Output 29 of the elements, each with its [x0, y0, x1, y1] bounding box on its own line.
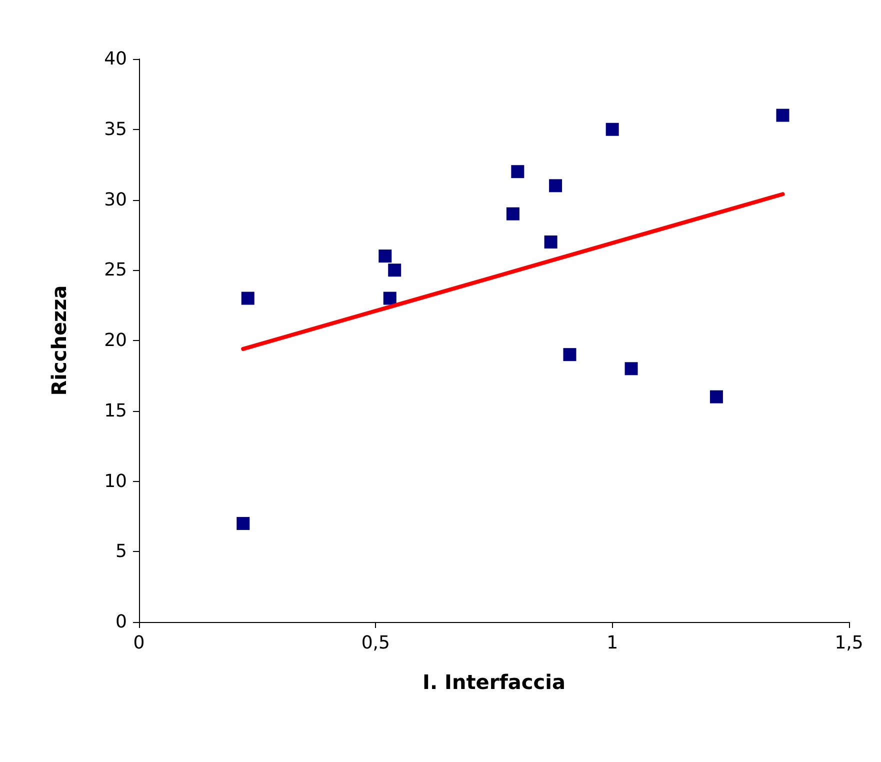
point: [511, 165, 524, 178]
point: [776, 108, 790, 122]
x-tick-label: 1: [606, 632, 618, 654]
point: [383, 292, 396, 305]
point: [544, 235, 558, 248]
x-tick-label: 0,5: [361, 632, 390, 654]
point: [606, 122, 619, 136]
point: [563, 348, 576, 362]
point: [506, 207, 520, 220]
point: [241, 292, 254, 305]
y-tick-label: 25: [104, 260, 127, 281]
point: [378, 250, 392, 263]
y-tick-label: 15: [104, 400, 127, 422]
y-tick-label: 30: [104, 189, 127, 210]
y-tick-label: 0: [116, 612, 127, 632]
y-tick-label: 10: [104, 470, 127, 492]
x-axis-title: I. Interfaccia: [422, 670, 566, 694]
x-tick-label: 1,5: [834, 632, 864, 654]
y-axis-title: Ricchezza: [47, 285, 71, 396]
y-tick-label: 5: [116, 541, 127, 562]
point: [236, 516, 250, 530]
point: [710, 390, 723, 404]
y-tick-label: 20: [104, 330, 127, 351]
x-tick-label: 0: [133, 632, 145, 654]
y-tick-label: 40: [104, 48, 127, 70]
point: [624, 362, 638, 376]
point: [549, 179, 562, 192]
point: [388, 264, 402, 277]
y-tick-label: 35: [104, 118, 127, 140]
